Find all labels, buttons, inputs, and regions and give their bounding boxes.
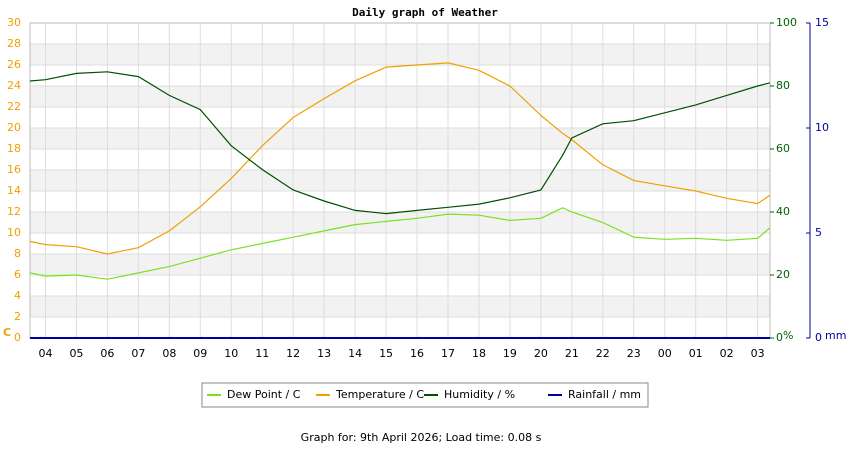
- y-tick-label: 2: [14, 310, 21, 323]
- y-axis-unit: C: [3, 326, 11, 339]
- series-line: [29, 207, 771, 280]
- x-tick-label: 21: [565, 347, 579, 360]
- legend-label: Dew Point / C: [227, 388, 301, 401]
- y-tick-label: 14: [7, 184, 21, 197]
- y3-tick-label: 5: [815, 226, 822, 239]
- x-tick-label: 06: [100, 347, 114, 360]
- y-tick-label: 12: [7, 205, 21, 218]
- x-tick-label: 18: [472, 347, 486, 360]
- y3-axis-unit: mm: [825, 329, 846, 342]
- series-line: [29, 62, 771, 255]
- x-tick-label: 19: [503, 347, 517, 360]
- x-tick-label: 22: [596, 347, 610, 360]
- x-tick-label: 23: [627, 347, 641, 360]
- grid-band: [30, 212, 770, 233]
- y-tick-label: 20: [7, 121, 21, 134]
- grid-band: [30, 296, 770, 317]
- y-tick-label: 16: [7, 163, 21, 176]
- x-tick-label: 11: [255, 347, 269, 360]
- x-tick-label: 04: [38, 347, 52, 360]
- y2-tick-label: 60: [776, 142, 790, 155]
- y3-tick-label: 10: [815, 121, 829, 134]
- y-tick-label: 22: [7, 100, 21, 113]
- x-tick-label: 09: [193, 347, 207, 360]
- y-tick-label: 4: [14, 289, 21, 302]
- x-tick-label: 14: [348, 347, 362, 360]
- x-tick-label: 15: [379, 347, 393, 360]
- y2-tick-label: 20: [776, 268, 790, 281]
- x-tick-label: 20: [534, 347, 548, 360]
- y-tick-label: 8: [14, 247, 21, 260]
- x-tick-label: 02: [720, 347, 734, 360]
- x-tick-label: 03: [751, 347, 765, 360]
- y-tick-label: 28: [7, 37, 21, 50]
- y2-tick-label: 100: [776, 16, 797, 29]
- y3-tick-label: 0: [815, 331, 822, 344]
- x-tick-label: 01: [689, 347, 703, 360]
- y-tick-label: 26: [7, 58, 21, 71]
- y2-tick-label: 80: [776, 79, 790, 92]
- y3-tick-label: 15: [815, 16, 829, 29]
- x-tick-label: 17: [441, 347, 455, 360]
- x-tick-label: 10: [224, 347, 238, 360]
- chart-title: Daily graph of Weather: [352, 6, 498, 19]
- y-tick-label: 6: [14, 268, 21, 281]
- y2-tick-label: 40: [776, 205, 790, 218]
- footer: Graph for: 9th April 2026; Load time: 0.…: [301, 431, 542, 444]
- y2-tick-label: 0: [776, 331, 783, 344]
- legend-label: Temperature / C: [335, 388, 424, 401]
- plot-area: [29, 22, 771, 339]
- x-tick-label: 07: [131, 347, 145, 360]
- y2-axis-unit: %: [783, 329, 793, 342]
- x-tick-label: 08: [162, 347, 176, 360]
- x-tick-label: 16: [410, 347, 424, 360]
- y-tick-label: 10: [7, 226, 21, 239]
- y-tick-label: 0: [14, 331, 21, 344]
- y-tick-label: 24: [7, 79, 21, 92]
- grid-band: [30, 254, 770, 275]
- x-tick-label: 13: [317, 347, 331, 360]
- x-tick-label: 00: [658, 347, 672, 360]
- grid-band: [30, 128, 770, 149]
- grid-band: [30, 86, 770, 107]
- grid-band: [30, 170, 770, 191]
- legend-label: Humidity / %: [444, 388, 515, 401]
- y-tick-label: 18: [7, 142, 21, 155]
- series-line: [29, 71, 771, 215]
- x-tick-label: 12: [286, 347, 300, 360]
- grid-band: [30, 44, 770, 65]
- y-tick-label: 30: [7, 16, 21, 29]
- x-tick-label: 05: [69, 347, 83, 360]
- legend-label: Rainfall / mm: [568, 388, 641, 401]
